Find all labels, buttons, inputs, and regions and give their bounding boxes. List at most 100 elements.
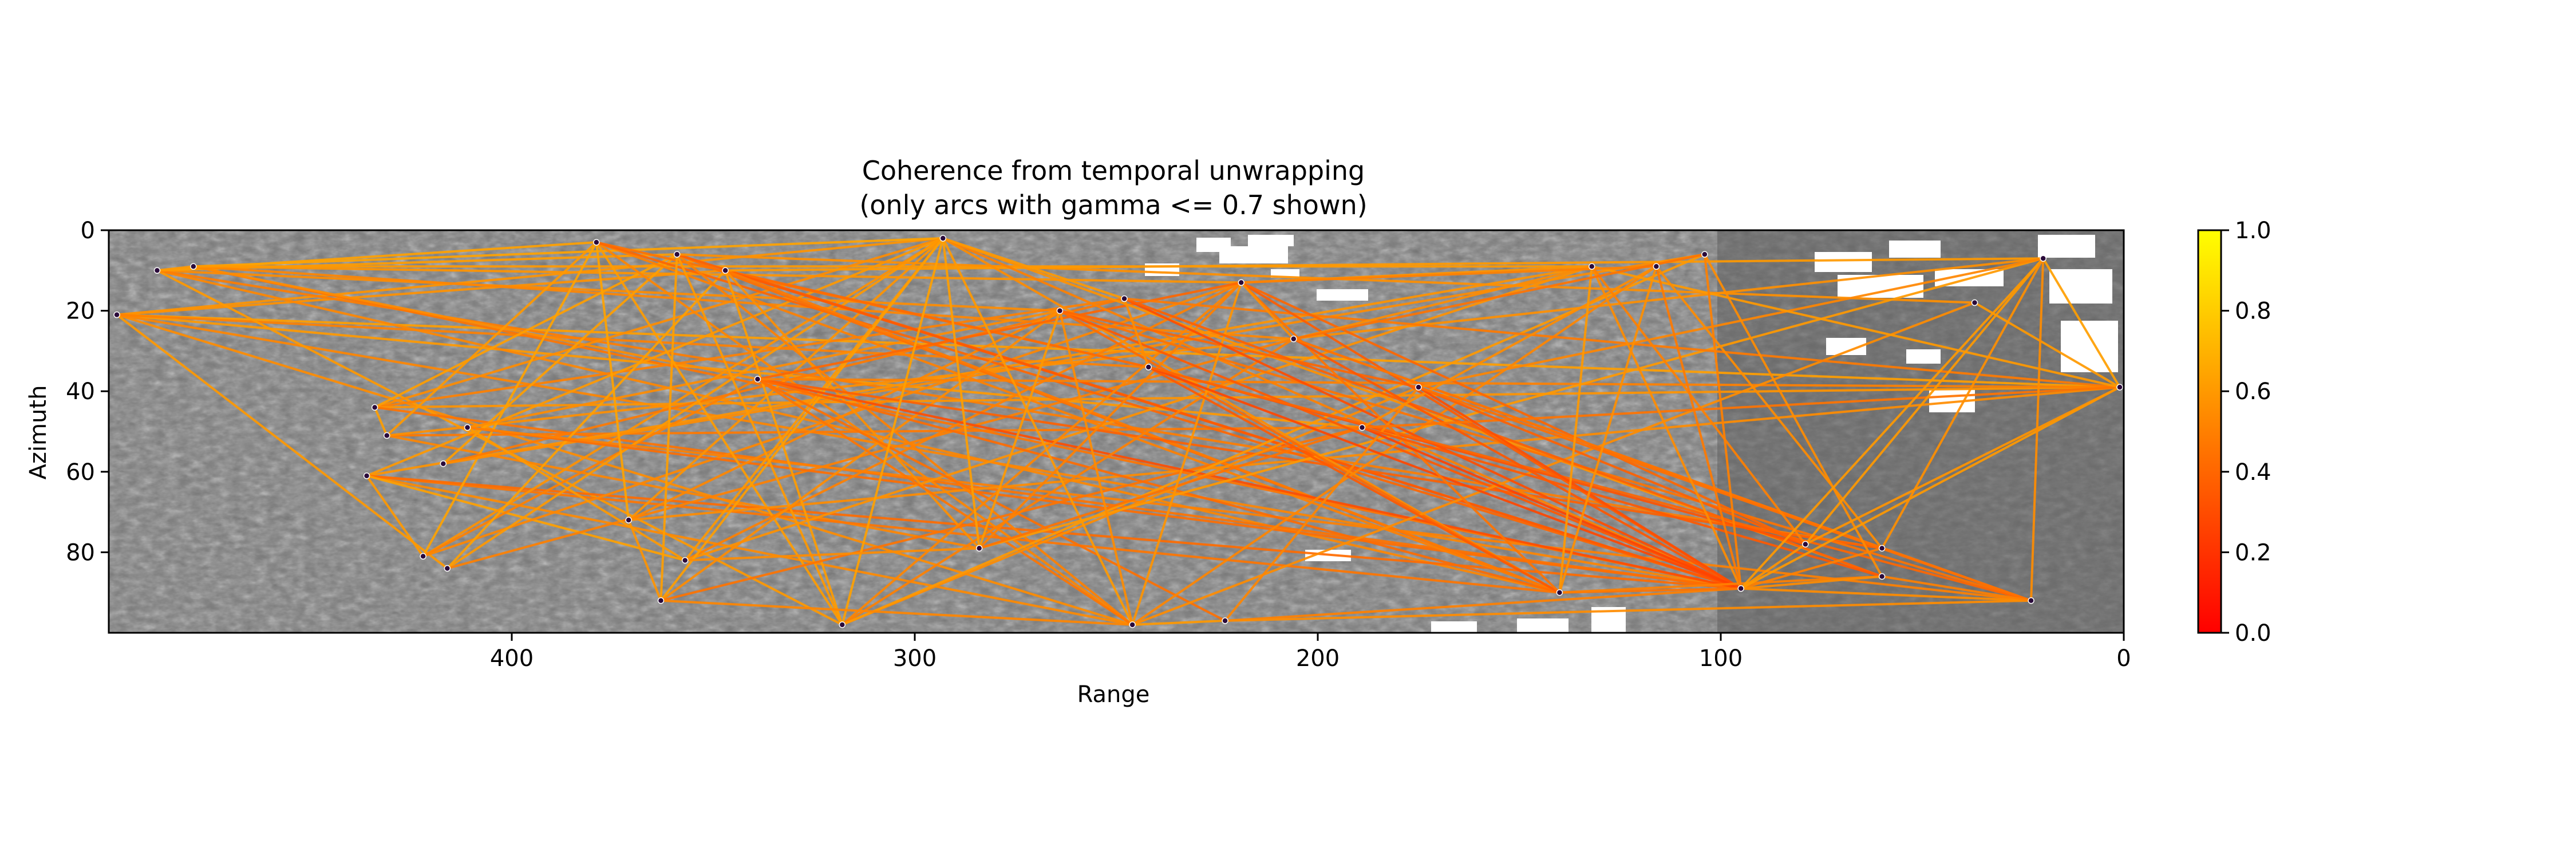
arc-130 [1418, 386, 1806, 546]
arc-55 [628, 309, 1061, 521]
arc-111 [1148, 366, 1741, 590]
chart-title-line2: (only arcs with gamma <= 0.7 shown) [859, 190, 1367, 220]
arc-140 [1655, 266, 1743, 589]
y-axis-label: Azimuth [25, 385, 52, 480]
colorbar-tick-label-1: 0.2 [2235, 539, 2271, 566]
arc-5 [116, 269, 726, 316]
y-tick-label-0: 0 [81, 218, 95, 244]
point-3 [371, 404, 378, 411]
arc-139 [1591, 265, 2120, 389]
arc-95 [979, 426, 1363, 550]
x-tick-label-3: 100 [1699, 645, 1743, 672]
point-27 [1358, 424, 1366, 431]
arc-97 [1059, 309, 1741, 590]
colorbar-tick-label-3: 0.6 [2235, 379, 2271, 405]
point-22 [1121, 295, 1128, 302]
arc-131 [1418, 257, 2044, 389]
y-tick-label-1: 20 [66, 298, 95, 325]
point-25 [1222, 617, 1228, 624]
points-layer [113, 235, 2123, 628]
arc-34 [366, 474, 686, 562]
arc-22 [374, 386, 2120, 409]
point-19 [975, 545, 983, 552]
arc-143 [1703, 254, 1743, 589]
arc-68 [725, 269, 1149, 368]
arc-160 [627, 519, 662, 601]
arc-101 [1131, 282, 1243, 625]
arc-36 [422, 378, 758, 558]
arc-166 [365, 475, 424, 557]
point-31 [1653, 263, 1660, 270]
arc-65 [685, 265, 1593, 562]
point-2 [190, 263, 197, 270]
arc-31 [366, 474, 1560, 594]
arc-124 [1293, 265, 1593, 340]
point-16 [754, 376, 761, 383]
point-37 [1971, 299, 1978, 306]
arc-67 [724, 269, 981, 549]
arc-51 [596, 241, 1560, 594]
point-9 [464, 424, 471, 431]
arc-112 [1148, 366, 2032, 602]
colorbar-tick-label-4: 0.8 [2235, 298, 2271, 325]
arc-87 [942, 238, 1133, 625]
colorbar-ticks: 0.0 0.2 0.4 0.6 0.8 1.0 [2221, 218, 2271, 647]
x-tick-label-0: 400 [490, 645, 534, 672]
point-29 [1556, 589, 1563, 596]
arc-17 [193, 265, 758, 381]
arc-109 [1148, 366, 1560, 594]
arc-118 [1224, 587, 1741, 622]
arc-86 [841, 253, 1705, 626]
arc-151 [1740, 386, 2120, 590]
arc-45 [467, 309, 1060, 429]
arc-159 [467, 426, 686, 562]
point-24 [1238, 279, 1244, 286]
point-0 [113, 311, 120, 318]
arc-156 [1974, 301, 2120, 388]
arc-137 [1590, 266, 1743, 589]
arc-146 [1740, 543, 1806, 590]
arc-135 [1559, 575, 1882, 594]
point-1 [153, 267, 161, 274]
arc-28 [386, 241, 598, 437]
point-33 [1737, 585, 1744, 592]
arc-58 [676, 253, 1133, 626]
x-axis-ticks: 400 300 200 100 0 [490, 633, 2131, 672]
arc-29 [366, 237, 944, 477]
arc-141 [1655, 266, 1883, 549]
arc-121 [1293, 338, 1742, 590]
point-36 [1878, 573, 1886, 580]
arc-52 [596, 241, 1741, 590]
plot-frame [108, 229, 2125, 634]
x-tick-label-2: 200 [1296, 645, 1340, 672]
colorbar-tick-label-2: 0.4 [2235, 459, 2271, 486]
arc-42 [447, 237, 944, 570]
arc-20 [374, 237, 943, 409]
arc-71 [725, 257, 2044, 272]
arc-129 [1417, 386, 1742, 590]
arc-82 [841, 238, 945, 625]
arc-24 [374, 253, 678, 409]
arc-69 [725, 269, 1741, 590]
arc-30 [366, 474, 1133, 626]
point-10 [593, 239, 600, 246]
arc-104 [1132, 619, 1226, 626]
arc-21 [374, 297, 1125, 409]
arc-61 [659, 254, 678, 601]
arc-89 [942, 237, 1742, 590]
arc-77 [757, 378, 1741, 590]
arc-145 [1293, 253, 1705, 340]
arc-93 [978, 281, 1242, 549]
arc-153 [1804, 386, 2120, 546]
colorbar-gradient [2197, 229, 2222, 634]
colorbar-tick-label-0: 0.0 [2235, 620, 2271, 647]
point-17 [839, 621, 846, 628]
arc-136 [1558, 266, 1658, 593]
point-8 [444, 565, 451, 572]
arc-154 [1880, 258, 2044, 549]
arc-75 [757, 378, 1133, 626]
chart-title-line1: Coherence from temporal unwrapping [862, 155, 1365, 186]
x-tick-label-4: 0 [2116, 645, 2131, 672]
point-6 [420, 553, 426, 560]
y-axis-ticks: 0 20 40 60 80 [66, 218, 109, 566]
